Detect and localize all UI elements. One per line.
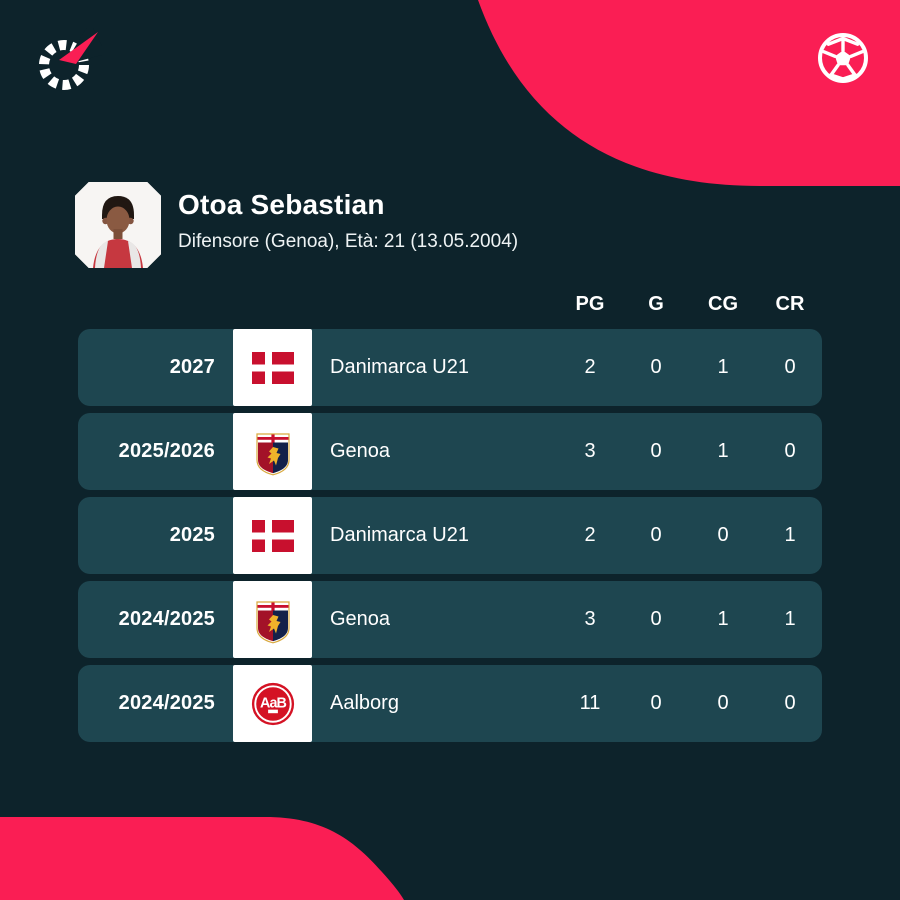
stat-g: 0 xyxy=(650,692,662,714)
stat-cr: 0 xyxy=(784,356,796,378)
player-avatar xyxy=(75,182,161,268)
team-name: Genoa xyxy=(330,440,391,462)
player-subtitle: Difensore (Genoa), Età: 21 (13.05.2004) xyxy=(178,231,519,252)
team-logo-cell: AaB xyxy=(233,665,312,742)
stat-cg: 0 xyxy=(717,692,729,714)
stat-pg: 2 xyxy=(584,356,596,378)
team-logo-cell xyxy=(233,329,312,406)
denmark-flag-icon xyxy=(251,351,294,384)
bottom-left-pink-shape xyxy=(0,817,404,900)
stat-pg: 3 xyxy=(584,440,596,462)
table-column-headers: PG G CG CR xyxy=(0,292,900,316)
stat-cg: 1 xyxy=(717,440,729,462)
stat-cr: 0 xyxy=(784,692,796,714)
column-header-pg: PG xyxy=(575,293,605,315)
season-label: 2025/2026 xyxy=(118,440,215,462)
stat-cg: 1 xyxy=(717,608,729,630)
aalborg-crest-icon: AaB xyxy=(251,682,294,725)
stat-cg: 1 xyxy=(717,356,729,378)
genoa-crest-icon xyxy=(255,600,290,643)
flashscore-logo-icon xyxy=(39,28,102,90)
column-header-cr: CR xyxy=(775,293,805,315)
stat-cr: 0 xyxy=(784,440,796,462)
team-name: Genoa xyxy=(330,608,391,630)
team-logo-cell xyxy=(233,497,312,574)
team-logo-cell xyxy=(233,581,312,658)
team-name: Danimarca U21 xyxy=(330,524,469,546)
svg-text:AaB: AaB xyxy=(260,695,286,711)
stat-g: 0 xyxy=(650,608,662,630)
stat-cg: 0 xyxy=(717,524,729,546)
stat-g: 0 xyxy=(650,440,662,462)
column-header-cg: CG xyxy=(708,293,738,315)
season-label: 2027 xyxy=(169,356,215,378)
team-name: Aalborg xyxy=(330,692,399,714)
stat-pg: 3 xyxy=(584,608,596,630)
season-label: 2025 xyxy=(169,524,215,546)
season-label: 2024/2025 xyxy=(118,608,215,630)
player-photo-icon xyxy=(75,182,161,268)
page-title: Otoa Sebastian xyxy=(178,189,385,220)
top-right-pink-shape xyxy=(478,0,900,186)
table-row: 2025/2026 Genoa 3 0 1 0 xyxy=(78,413,822,490)
stat-cr: 1 xyxy=(784,524,796,546)
stat-cr: 1 xyxy=(784,608,796,630)
stat-pg: 11 xyxy=(579,692,601,714)
team-name: Danimarca U21 xyxy=(330,356,469,378)
denmark-flag-icon xyxy=(251,519,294,552)
table-row: 2024/2025 AaB Aalborg 11 0 0 0 xyxy=(78,665,822,742)
football-icon xyxy=(818,33,868,83)
season-stats-table: 2027 Danimarca U21 2 0 1 0 2025/2026 xyxy=(78,329,822,749)
stat-g: 0 xyxy=(650,356,662,378)
team-logo-cell xyxy=(233,413,312,490)
stat-pg: 2 xyxy=(584,524,596,546)
stat-g: 0 xyxy=(650,524,662,546)
column-header-g: G xyxy=(648,293,664,315)
genoa-crest-icon xyxy=(255,432,290,475)
table-row: 2024/2025 Genoa 3 0 1 1 xyxy=(78,581,822,658)
season-label: 2024/2025 xyxy=(118,692,215,714)
table-row: 2025 Danimarca U21 2 0 0 1 xyxy=(78,497,822,574)
table-row: 2027 Danimarca U21 2 0 1 0 xyxy=(78,329,822,406)
